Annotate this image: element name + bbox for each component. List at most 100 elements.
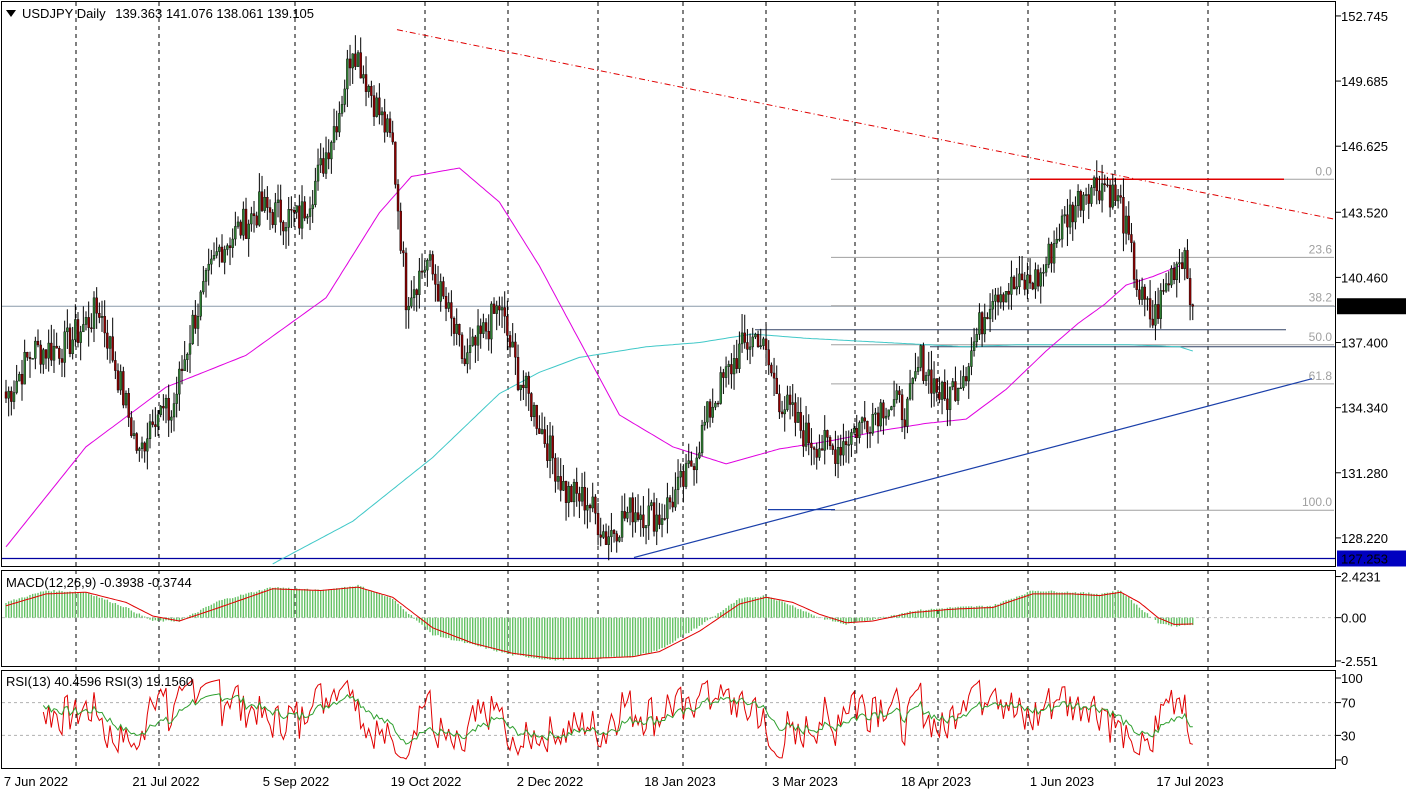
candle-bear [834, 449, 837, 464]
candle-bear [530, 393, 533, 418]
candle-bear [508, 335, 512, 348]
candle-bear [55, 345, 58, 349]
candle-bull [287, 208, 290, 228]
candle-bear [756, 333, 760, 348]
candle-bull [842, 441, 845, 456]
candle-bear [383, 111, 386, 133]
candle-bear [378, 97, 381, 116]
candle-bull [1082, 194, 1085, 211]
candle-bear [810, 442, 813, 448]
candle-bear [1138, 289, 1141, 300]
candle-bear [364, 74, 368, 92]
candle-bull [540, 429, 544, 434]
candle-bear [570, 486, 573, 503]
candle-bull [215, 251, 218, 256]
fib-level-label: 0.0 [1315, 164, 1332, 178]
candle-bear [631, 497, 634, 523]
candle-bear [180, 368, 184, 372]
candle-bull [306, 216, 309, 219]
candle-bull [199, 291, 202, 317]
candle-bear [396, 184, 400, 212]
candle-bear [722, 372, 725, 378]
y-tick-label: 149.685 [1341, 74, 1388, 89]
candle-bull [7, 390, 10, 399]
candle-bull [226, 245, 229, 250]
candle-bear [36, 340, 40, 346]
candle-bear [588, 505, 592, 509]
macd-tick-label: -2.551 [1341, 654, 1378, 669]
candle-bull [362, 74, 365, 79]
candle-bull [423, 269, 426, 273]
candle-bear [1028, 274, 1032, 284]
candle-bear [303, 201, 306, 219]
candle-bull [1159, 290, 1162, 319]
candle-bull [1092, 177, 1096, 188]
candle-bull [932, 378, 936, 394]
candle-bear [68, 327, 72, 355]
candle-bull [618, 537, 621, 542]
candle-bull [31, 358, 34, 360]
candle-bear [122, 371, 125, 406]
candle-bull [858, 422, 861, 438]
candle-bull [874, 412, 877, 415]
candle-bull [890, 406, 893, 411]
candle-bull [711, 406, 714, 418]
candle-bear [503, 307, 506, 317]
candle-bull [295, 205, 298, 213]
candle-bull [1175, 263, 1178, 281]
candle-bear [1172, 268, 1176, 281]
rsi-header: RSI(13) 40.4596 RSI(3) 19.1560 [6, 674, 193, 689]
candle-bull [1015, 286, 1018, 290]
candle-bull [786, 394, 789, 410]
candle-bear [1050, 243, 1053, 264]
candle-bull [12, 392, 16, 402]
candle-bull [719, 372, 722, 404]
candle-bull [132, 433, 136, 436]
candle-bull [751, 336, 754, 348]
candle-bull [1044, 264, 1048, 273]
candle-bear [487, 330, 490, 340]
candle-bull [698, 452, 701, 459]
rsi3-line [42, 678, 1193, 760]
candle-bull [519, 384, 522, 390]
candle-bear [863, 417, 866, 422]
candle-bull [591, 496, 594, 509]
candle-bear [1156, 304, 1160, 319]
x-tick-label: 21 Jul 2022 [132, 774, 199, 789]
candle-bear [268, 207, 272, 213]
candle-bear [436, 284, 440, 302]
candle-bull [884, 415, 888, 419]
candle-bull [490, 303, 493, 340]
candle-bear [743, 332, 746, 343]
candle-bull [791, 402, 794, 405]
candle-bull [263, 196, 266, 211]
candle-bear [431, 254, 434, 275]
y-tick-label: 134.340 [1341, 401, 1388, 416]
candle-bull [1018, 273, 1021, 288]
candle-bear [90, 327, 93, 329]
collapse-triangle-icon[interactable] [6, 10, 16, 17]
candle-bull [164, 397, 168, 409]
x-tick-label: 18 Apr 2023 [901, 774, 971, 789]
candle-bear [1135, 279, 1138, 290]
candle-bear [514, 341, 517, 358]
x-tick-label: 18 Jan 2023 [644, 774, 716, 789]
candle-bull [823, 430, 826, 451]
candle-bull [1084, 194, 1088, 196]
candle-bear [615, 533, 618, 542]
candle-bull [471, 336, 474, 346]
candle-bull [895, 390, 898, 400]
candle-bull [1010, 276, 1013, 295]
symbol: USDJPY [22, 6, 74, 21]
candle-bull [991, 301, 994, 310]
candle-bear [964, 376, 968, 382]
candle-bull [47, 342, 50, 359]
candle-bear [103, 316, 106, 334]
candle-bull [762, 338, 765, 346]
candle-bull [172, 403, 176, 418]
rsi-tick-label: 30 [1341, 728, 1355, 743]
candle-bull [586, 505, 589, 511]
candle-bear [794, 402, 797, 423]
candle-bull [455, 323, 458, 334]
candle-bear [559, 476, 562, 491]
